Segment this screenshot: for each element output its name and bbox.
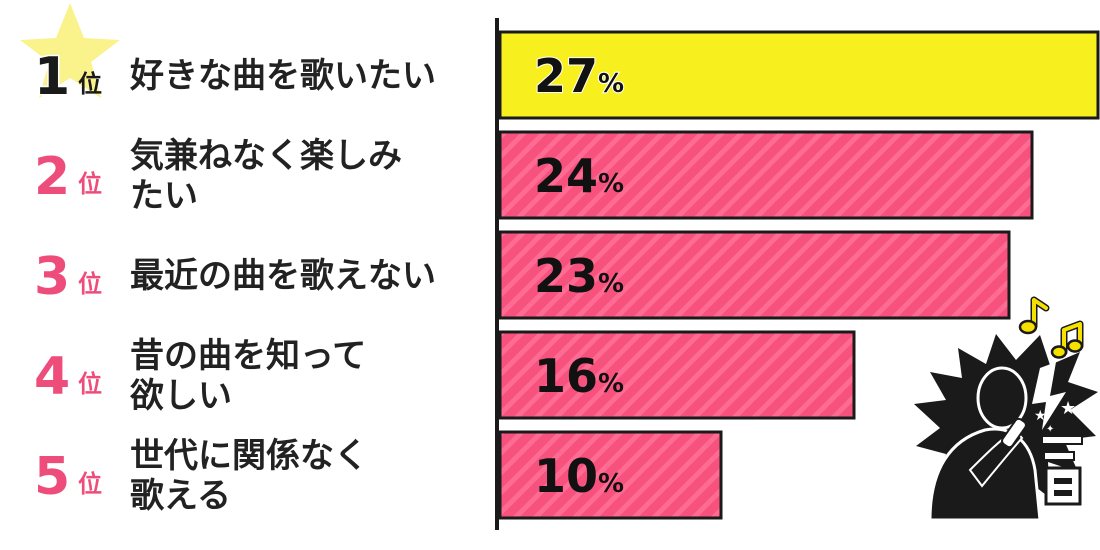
rank-suffix: 位 — [78, 170, 102, 198]
category-label: 気兼ねなく楽しみ — [130, 136, 402, 176]
singer-with-microphone-icon: ★ ★ ✦ — [914, 334, 1098, 522]
category-label: 世代に関係なく — [130, 436, 368, 476]
rank-suffix: 位 — [78, 470, 102, 498]
data-label: 23% — [534, 249, 624, 303]
category-label: たい — [130, 176, 198, 216]
category-label: 好きな曲を歌いたい — [129, 56, 436, 96]
rank-number: 3 — [34, 247, 70, 307]
bar — [498, 430, 723, 520]
data-label: 16% — [534, 349, 624, 403]
bar — [498, 330, 856, 420]
rank-suffix: 位 — [78, 270, 102, 298]
svg-text:★: ★ — [1034, 408, 1047, 424]
bar — [498, 230, 1011, 320]
category-label: 昔の曲を知って — [130, 336, 366, 376]
svg-text:★: ★ — [1060, 398, 1076, 419]
rank-number: 4 — [34, 347, 70, 407]
rank-number: 5 — [34, 447, 70, 507]
rank-number: 1 — [34, 47, 70, 107]
data-label: 27% — [534, 49, 624, 103]
rank-number: 2 — [34, 147, 70, 207]
category-label: 歌える — [130, 476, 231, 516]
star-icon — [20, 3, 120, 98]
data-label: 24% — [534, 149, 624, 203]
bar — [498, 130, 1034, 220]
category-label: 最近の曲を歌えない — [130, 256, 436, 296]
svg-text:✦: ✦ — [1046, 424, 1054, 435]
music-note-icon — [1018, 296, 1050, 335]
data-label: 10% — [534, 449, 624, 503]
bar — [498, 30, 1100, 120]
rank-suffix: 位 — [78, 370, 102, 398]
music-note-icon — [1050, 320, 1084, 359]
rows-group: 27%1 位好きな曲を歌いたい24%2 位気兼ねなく楽しみたい23%3 位最近の曲を歌… — [33, 30, 1100, 520]
rank-suffix: 位 — [78, 70, 102, 98]
category-label: 欲しい — [129, 376, 232, 416]
